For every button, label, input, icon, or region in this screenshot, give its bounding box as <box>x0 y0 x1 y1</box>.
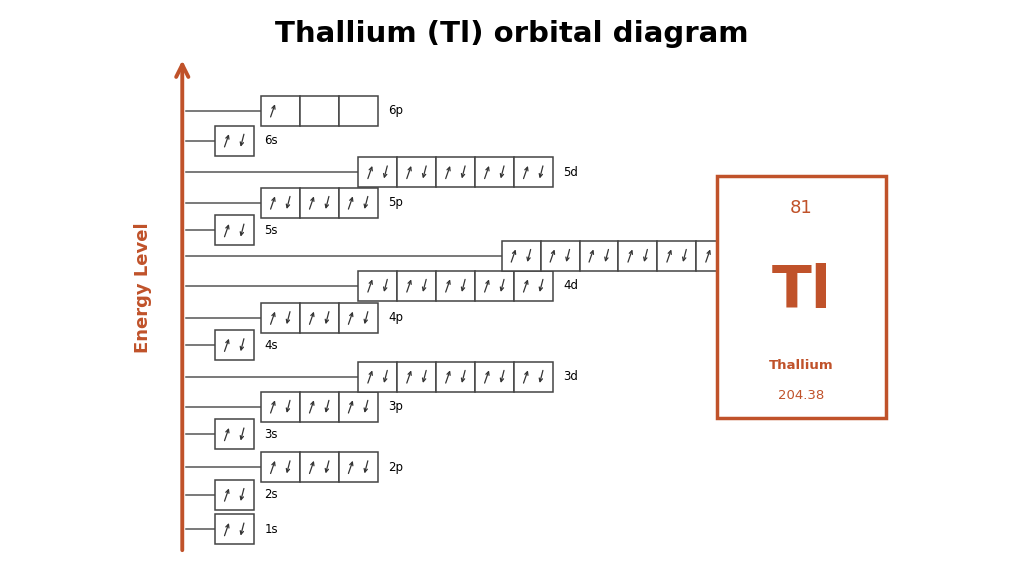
Text: Energy Level: Energy Level <box>134 223 153 353</box>
Bar <box>261 392 300 422</box>
Bar <box>358 362 397 392</box>
Bar <box>541 241 580 271</box>
Bar <box>735 241 774 271</box>
Bar <box>339 303 378 333</box>
Text: 4f: 4f <box>784 249 796 262</box>
Bar <box>215 480 254 510</box>
Text: 6p: 6p <box>388 104 403 117</box>
Bar <box>300 392 339 422</box>
Text: 4p: 4p <box>388 312 403 324</box>
Text: 3p: 3p <box>388 400 403 413</box>
Bar <box>436 157 475 187</box>
Bar <box>514 157 553 187</box>
Bar <box>397 271 436 301</box>
Bar <box>358 157 397 187</box>
Bar <box>215 514 254 544</box>
Text: Tl: Tl <box>771 263 831 320</box>
Bar <box>717 176 886 418</box>
Bar <box>261 96 300 126</box>
Text: 3d: 3d <box>563 370 579 383</box>
Text: Thallium: Thallium <box>769 359 834 372</box>
Bar <box>261 303 300 333</box>
Bar <box>261 188 300 218</box>
Bar <box>657 241 696 271</box>
Text: 204.38: 204.38 <box>778 389 824 402</box>
Text: 4s: 4s <box>264 339 278 351</box>
Text: 6s: 6s <box>264 134 278 147</box>
Bar <box>436 362 475 392</box>
Bar <box>339 392 378 422</box>
Bar <box>300 452 339 482</box>
Text: 81: 81 <box>790 199 813 217</box>
Bar <box>475 362 514 392</box>
Bar <box>300 96 339 126</box>
Bar <box>300 188 339 218</box>
Bar <box>475 271 514 301</box>
Bar <box>358 271 397 301</box>
Bar <box>397 157 436 187</box>
Bar <box>300 303 339 333</box>
Text: 1s: 1s <box>264 523 278 536</box>
Bar <box>514 362 553 392</box>
Bar <box>215 419 254 449</box>
Bar <box>215 126 254 156</box>
Bar <box>475 157 514 187</box>
Bar <box>261 452 300 482</box>
Bar <box>618 241 657 271</box>
Bar <box>436 271 475 301</box>
Bar <box>502 241 541 271</box>
Bar <box>696 241 735 271</box>
Text: Thallium (Tl) orbital diagram: Thallium (Tl) orbital diagram <box>275 20 749 48</box>
Bar <box>514 271 553 301</box>
Bar <box>580 241 618 271</box>
Bar <box>339 188 378 218</box>
Bar <box>215 330 254 360</box>
Bar <box>339 96 378 126</box>
Bar <box>215 215 254 245</box>
Bar <box>339 452 378 482</box>
Text: 2s: 2s <box>264 488 278 501</box>
Text: 4d: 4d <box>563 279 579 292</box>
Text: 5p: 5p <box>388 196 403 209</box>
Text: 2p: 2p <box>388 461 403 473</box>
Bar <box>397 362 436 392</box>
Text: 3s: 3s <box>264 428 278 441</box>
Text: 5d: 5d <box>563 166 579 179</box>
Text: 5s: 5s <box>264 224 278 237</box>
